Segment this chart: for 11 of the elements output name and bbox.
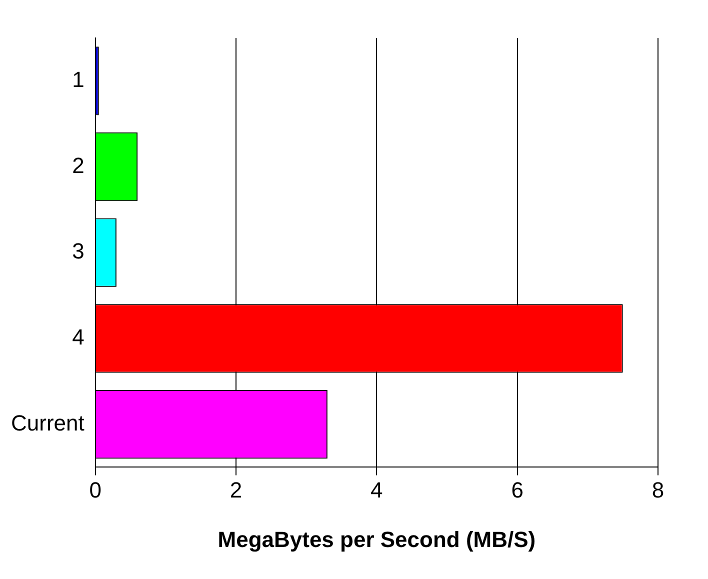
x-tick-label: 6 <box>511 477 524 502</box>
x-tick-label: 4 <box>370 477 383 502</box>
x-tick-label: 2 <box>230 477 242 502</box>
y-tick-label: 2 <box>72 152 84 178</box>
y-tick-label: 3 <box>72 238 84 264</box>
x-tick-label: 8 <box>652 477 664 502</box>
x-axis-title: MegaBytes per Second (MB/S) <box>218 526 536 552</box>
y-tick-label: 1 <box>72 66 84 92</box>
y-tick-label: Current <box>11 410 84 436</box>
x-tick-label: 0 <box>89 477 102 502</box>
y-tick-label: 4 <box>72 324 84 350</box>
